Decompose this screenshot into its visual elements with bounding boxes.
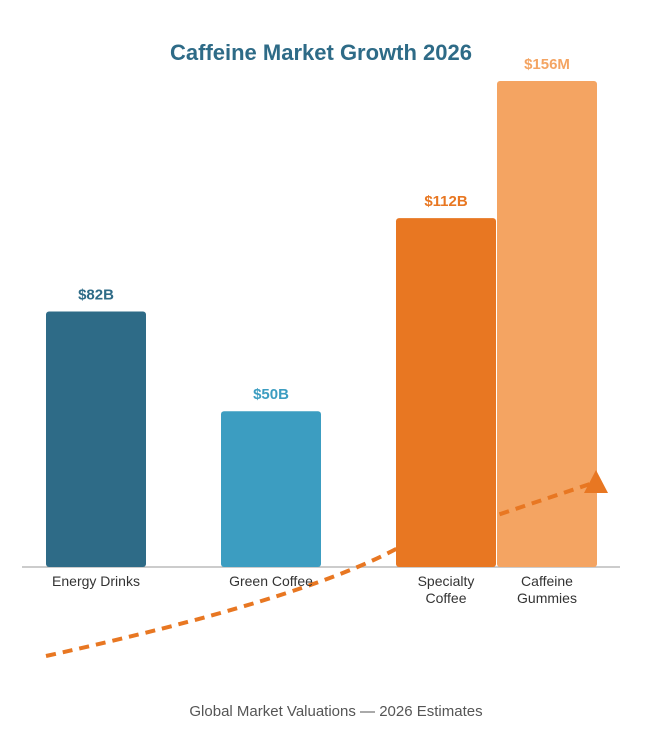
- value-label: $112B: [424, 193, 468, 210]
- trend-arrow: [584, 470, 608, 493]
- x-tick-label: Caffeine Gummies: [517, 573, 577, 606]
- x-tick-label: Specialty Coffee: [417, 573, 475, 606]
- x-tick-label: Energy Drinks: [52, 573, 140, 589]
- x-tick-label: Green Coffee: [229, 573, 313, 589]
- value-label: $50B: [253, 386, 289, 403]
- chart-title: Caffeine Market Growth 2026: [170, 40, 472, 65]
- value-label: $156M: [524, 56, 570, 73]
- trend-line: [45, 482, 591, 658]
- value-label: $82B: [78, 287, 114, 304]
- bar: [396, 218, 496, 568]
- bar: [221, 411, 321, 567]
- bar: [497, 81, 597, 567]
- caption: Global Market Valuations — 2026 Estimate…: [189, 703, 483, 720]
- bar: [46, 311, 146, 567]
